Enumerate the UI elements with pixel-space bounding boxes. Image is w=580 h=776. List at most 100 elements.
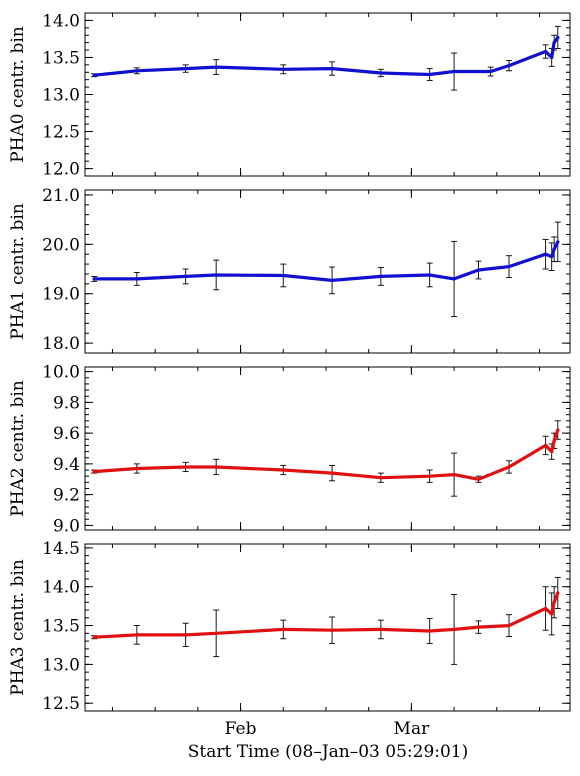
data-point-3-10 <box>507 623 511 628</box>
data-point-3-6 <box>379 627 383 632</box>
data-point-3-3 <box>214 631 218 635</box>
y-tick-label-0-4: 14.0 <box>42 11 80 31</box>
x-tick-label-0: Feb <box>225 719 257 739</box>
y-tick-label-0-1: 12.5 <box>42 123 80 143</box>
data-point-0-8 <box>452 69 456 74</box>
y-axis-label-3: PHA3 centr. bin <box>8 559 28 696</box>
data-point-1-0 <box>92 277 96 281</box>
data-point-1-3 <box>214 273 218 277</box>
series-line-1 <box>92 240 560 282</box>
y-tick-label-2-5: 10.0 <box>42 363 80 383</box>
data-point-0-0 <box>92 73 96 77</box>
panel-0-frame <box>84 12 571 177</box>
data-point-3-13 <box>552 600 556 604</box>
series-line-0 <box>92 35 560 77</box>
data-point-1-1 <box>135 277 139 281</box>
y-tick-label-3-3: 14.0 <box>42 578 80 598</box>
x-tick-label-1: Mar <box>394 719 431 739</box>
y-tick-label-2-4: 9.8 <box>53 393 80 413</box>
y-tick-label-3-0: 12.5 <box>42 694 80 714</box>
panel-3: 12.5 13.0 13.5 14.0 14.5 PHA3 centr. bin Feb Ma… <box>8 539 571 739</box>
y-axis-label-2: PHA2 centr. bin <box>8 380 28 517</box>
data-point-3-1 <box>135 633 139 637</box>
y-tick-label-1-3: 21.0 <box>42 186 80 206</box>
data-point-1-9 <box>476 268 481 272</box>
data-point-2-10 <box>507 465 511 469</box>
panel-1: 18.0 19.0 20.0 21.0 PHA1 centr. bin <box>8 186 571 354</box>
data-point-0-3 <box>214 65 218 69</box>
data-point-3-5 <box>330 628 334 632</box>
data-point-0-12 <box>550 55 554 60</box>
y-tick-label-1-0: 18.0 <box>42 334 80 354</box>
y-tick-label-2-3: 9.6 <box>53 424 80 444</box>
series-line-2 <box>92 428 560 481</box>
data-point-2-7 <box>428 474 432 478</box>
y-tick-label-2-0: 9.0 <box>53 516 80 536</box>
panel-2: 9.0 9.2 9.4 9.6 9.8 10.0 PHA2 centr. bin <box>8 363 571 536</box>
data-point-2-13 <box>552 439 556 443</box>
data-point-0-10 <box>507 64 511 68</box>
data-point-0-1 <box>135 69 139 73</box>
data-point-1-14 <box>556 240 560 244</box>
data-point-0-11 <box>543 49 548 54</box>
data-point-3-12 <box>550 612 554 616</box>
data-point-1-4 <box>281 273 285 278</box>
data-point-1-5 <box>330 278 334 282</box>
panel-3-frame <box>84 543 571 712</box>
panel-2-frame <box>84 366 571 531</box>
y-axis-label-0: PHA0 centr. bin <box>8 26 28 163</box>
data-point-2-4 <box>281 468 285 472</box>
data-point-2-12 <box>550 449 554 454</box>
data-point-2-5 <box>330 471 334 475</box>
data-point-0-13 <box>552 41 556 45</box>
series-line-3 <box>92 591 560 639</box>
data-point-1-2 <box>184 274 188 279</box>
data-point-0-4 <box>281 67 285 71</box>
data-point-2-11 <box>543 443 548 448</box>
data-point-2-9 <box>476 477 481 481</box>
data-point-3-0 <box>92 635 96 639</box>
data-point-0-9 <box>489 69 493 74</box>
data-point-2-3 <box>214 465 218 469</box>
y-tick-label-0-2: 13.0 <box>42 86 80 106</box>
data-point-1-13 <box>552 247 556 251</box>
data-point-2-1 <box>135 466 139 471</box>
data-point-3-9 <box>476 625 481 629</box>
y-tick-label-3-1: 13.0 <box>42 655 80 675</box>
data-point-0-5 <box>330 66 334 71</box>
data-point-3-14 <box>556 591 560 595</box>
data-point-3-2 <box>184 633 188 637</box>
y-axis-label-1: PHA1 centr. bin <box>8 203 28 340</box>
data-point-2-0 <box>92 469 96 474</box>
y-tick-label-2-2: 9.4 <box>53 455 80 475</box>
data-point-3-4 <box>281 627 285 632</box>
y-tick-label-3-4: 14.5 <box>42 539 80 559</box>
data-point-1-6 <box>379 274 383 279</box>
data-point-0-2 <box>184 66 188 71</box>
data-point-1-7 <box>428 273 432 277</box>
data-point-2-2 <box>184 465 188 469</box>
y-tick-label-2-1: 9.2 <box>53 486 80 506</box>
data-point-0-6 <box>379 71 383 75</box>
data-point-3-11 <box>543 606 548 611</box>
y-tick-label-3-2: 13.5 <box>42 617 80 637</box>
data-point-2-14 <box>556 428 560 432</box>
data-point-3-7 <box>428 629 432 633</box>
y-tick-label-0-0: 12.0 <box>42 160 80 180</box>
data-point-2-8 <box>452 473 456 477</box>
panel-1-frame <box>84 189 571 354</box>
y-tick-label-1-2: 20.0 <box>42 235 80 255</box>
data-point-1-8 <box>452 277 456 281</box>
data-point-1-11 <box>543 252 548 256</box>
panel-0: 12.0 12.5 13.0 13.5 14.0 PHA0 centr. bin <box>8 11 571 180</box>
data-point-1-12 <box>550 255 554 259</box>
y-tick-label-0-3: 13.5 <box>42 48 80 68</box>
data-point-2-6 <box>379 476 383 480</box>
data-point-3-8 <box>452 627 456 632</box>
data-point-1-10 <box>507 264 511 269</box>
y-tick-label-1-1: 19.0 <box>42 285 80 305</box>
x-axis-label: Start Time (08–Jan–03 05:29:01) <box>188 742 469 762</box>
data-point-0-14 <box>556 35 560 40</box>
